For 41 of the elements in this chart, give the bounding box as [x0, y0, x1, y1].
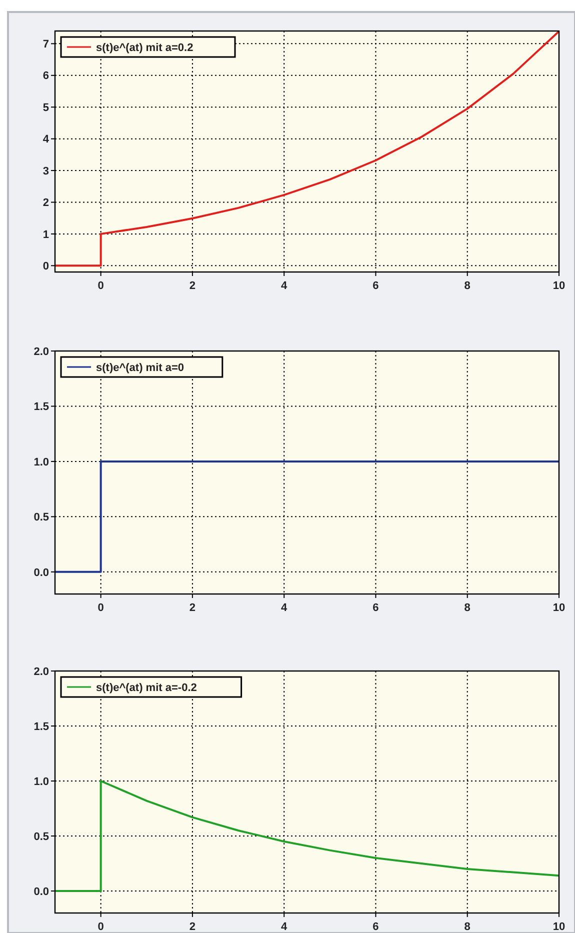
y-tick-label: 7 — [42, 38, 49, 51]
x-tick-label: 4 — [281, 602, 288, 614]
y-tick-label: 0.0 — [34, 886, 49, 898]
x-tick-label: 0 — [98, 280, 104, 292]
legend-label: s(t)e^(at) mit a=0 — [96, 362, 184, 374]
x-tick-label: 10 — [552, 602, 566, 614]
y-tick-label: 0 — [42, 260, 49, 273]
x-tick-label: 8 — [464, 280, 470, 292]
y-tick-label: 1.5 — [34, 401, 49, 414]
line-series — [54, 30, 560, 267]
y-tick-label: 2.0 — [34, 666, 49, 678]
y-tick-label: 0.5 — [34, 512, 49, 524]
y-tick-label: 0.5 — [34, 830, 49, 843]
y-tick-label: 4 — [42, 134, 50, 146]
line-series — [54, 780, 560, 892]
x-tick-label: 2 — [189, 602, 196, 614]
y-tick-label: 1.5 — [34, 720, 49, 733]
x-tick-label: 0 — [98, 921, 104, 933]
y-tick-label: 1.0 — [34, 456, 49, 468]
y-tick-label: 2.0 — [34, 346, 49, 358]
x-tick-label: 10 — [552, 921, 566, 933]
x-tick-label: 8 — [464, 921, 470, 933]
x-tick-label: 6 — [372, 280, 379, 292]
y-tick-label: 5 — [42, 102, 49, 114]
x-tick-label: 2 — [189, 280, 196, 292]
x-tick-label: 2 — [189, 921, 196, 933]
x-tick-label: 6 — [372, 921, 379, 933]
y-tick-label: 1 — [42, 228, 49, 241]
x-tick-label: 10 — [552, 280, 566, 292]
x-tick-label: 4 — [281, 921, 288, 933]
y-tick-label: 2 — [42, 197, 49, 210]
y-tick-label: 1.0 — [34, 776, 49, 788]
x-tick-label: 4 — [281, 280, 288, 292]
y-tick-label: 6 — [42, 70, 49, 82]
y-tick-label: 0.0 — [34, 566, 49, 579]
y-tick-label: 3 — [42, 165, 49, 178]
x-tick-label: 6 — [372, 602, 379, 614]
legend-label: s(t)e^(at) mit a=0.2 — [96, 42, 194, 54]
legend-label: s(t)e^(at) mit a=-0.2 — [96, 682, 197, 694]
x-tick-label: 8 — [464, 602, 470, 614]
x-tick-label: 0 — [98, 602, 104, 614]
